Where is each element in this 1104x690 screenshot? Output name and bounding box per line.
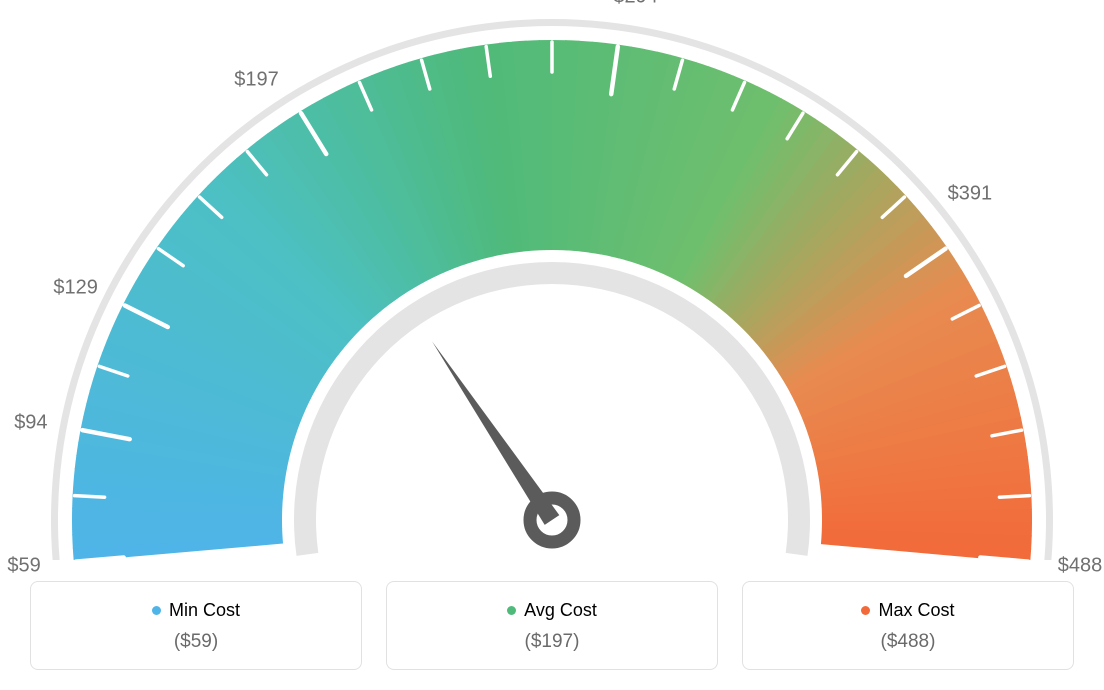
legend-max-label-row: Max Cost <box>743 600 1073 621</box>
gauge-area: $59$94$129$197$294$391$488 <box>0 0 1104 560</box>
legend-avg-label-row: Avg Cost <box>387 600 717 621</box>
gauge-tick-label: $59 <box>7 555 40 578</box>
gauge-svg <box>0 0 1104 560</box>
legend-avg-dot <box>507 606 516 615</box>
gauge-tick-label: $391 <box>948 182 993 205</box>
legend-avg-label: Avg Cost <box>524 600 597 621</box>
legend-avg-value: ($197) <box>387 631 717 653</box>
gauge-tick-label: $197 <box>234 68 279 91</box>
legend-max-label: Max Cost <box>878 600 954 621</box>
legend-min-label-row: Min Cost <box>31 600 361 621</box>
gauge-tick-label: $94 <box>14 412 47 435</box>
legend-max-value: ($488) <box>743 631 1073 653</box>
legend-min: Min Cost ($59) <box>30 581 362 670</box>
gauge-tick-label: $488 <box>1058 555 1103 578</box>
legend-max: Max Cost ($488) <box>742 581 1074 670</box>
legend-min-label: Min Cost <box>169 600 240 621</box>
gauge-chart-container: $59 $94 $129 $197 $294 $391 $488 Min Cost ($59… <box>0 0 1104 690</box>
legend-avg: Avg Cost ($197) <box>386 581 718 670</box>
legend-row: Min Cost ($59) Avg Cost ($197) Max Cost … <box>0 581 1104 670</box>
legend-max-dot <box>861 606 870 615</box>
legend-min-value: ($59) <box>31 631 361 653</box>
legend-min-dot <box>152 606 161 615</box>
gauge-tick-label: $129 <box>53 276 98 299</box>
gauge-tick-label: $294 <box>613 0 658 8</box>
